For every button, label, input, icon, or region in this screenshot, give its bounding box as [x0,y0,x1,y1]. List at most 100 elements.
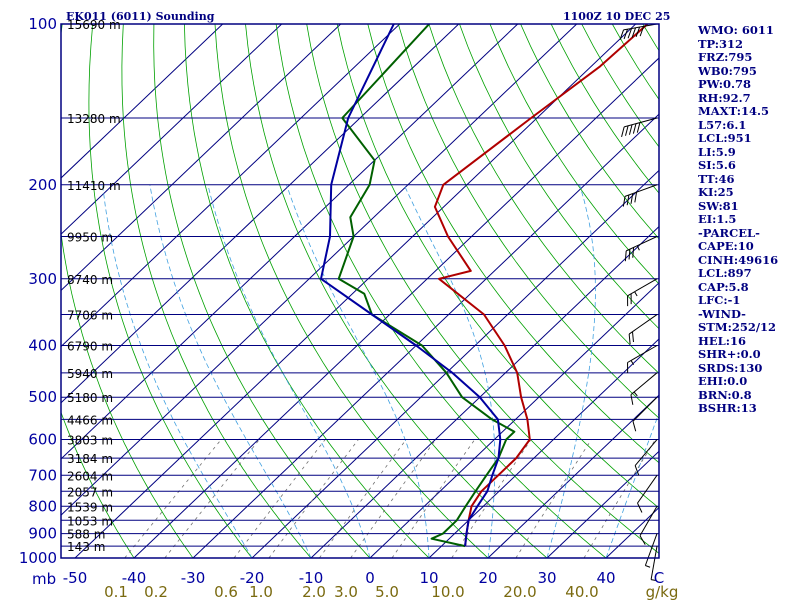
temperature-tick-label: 20 [478,569,497,587]
pressure-tick-label: 600 [28,431,57,449]
pressure-unit-label: mb [32,570,56,588]
moist-adiabat-line [403,184,496,558]
mixing-ratio-line [391,439,476,558]
index-row: STM:252/12 [698,320,777,334]
height-label: 5940 m [67,367,113,381]
index-row: LCL:951 [698,131,752,145]
moist-adiabat-line [149,184,312,558]
wind-barb [622,184,658,207]
index-row: LFC:-1 [698,293,741,307]
index-row: LI:5.9 [698,144,736,159]
mixing-ratio-tick-label: 5.0 [375,583,399,600]
index-row: WMO: 6011 [698,23,774,37]
mixing-ratio-tick-label: 0.1 [104,583,128,600]
height-label: 1539 m [67,500,113,514]
mixing-ratio-line [124,439,222,558]
pressure-tick-label: 700 [28,466,57,484]
pressure-tick-label: 800 [28,497,57,515]
index-row: SI:5.6 [698,158,736,172]
pressure-tick-label: 200 [28,176,57,194]
temperature-tick-label: -40 [122,569,147,587]
wind-barb [634,439,658,476]
isotherm-line [61,24,401,348]
index-row: WB0:795 [698,63,757,78]
temperature-tick-label: 30 [537,569,556,587]
isotherm-line [61,24,519,460]
index-row: CINH:49616 [698,252,779,267]
mixing-ratio-tick-label: 2.0 [302,583,326,600]
temperature-tick-label: -10 [299,569,324,587]
index-row: KI:25 [698,185,734,199]
moist-adiabat-line [207,184,371,558]
chart-title-right: 1100Z 10 DEC 25 [563,10,670,23]
mixing-ratio-tick-label: 1.0 [249,583,273,600]
height-label: 8740 m [67,273,113,287]
temperature-tick-label: 10 [419,569,438,587]
pressure-tick-label: 400 [28,337,57,355]
pressure-tick-label: 300 [28,270,57,288]
wind-barb [639,506,658,545]
wind-barb [644,533,658,568]
index-row: BSHR:13 [698,401,757,415]
temperature-trace [433,24,649,547]
height-label: 15690 m [67,18,121,32]
mixing-ratio-unit-label: g/kg [646,583,679,600]
isotherm-line [133,57,659,558]
wind-barb [637,474,658,513]
index-row: PW:0.78 [698,77,752,91]
index-row: -WIND- [698,306,746,321]
isotherm-line [310,225,659,558]
height-label: 13280 m [67,112,121,126]
height-label: 9950 m [67,230,113,244]
temperature-tick-label: 0 [365,569,375,587]
index-row: TP:312 [698,36,744,51]
isotherm-line [192,113,659,558]
mixing-ratio-tick-label: 0.2 [144,583,168,600]
height-label: 6790 m [67,340,113,354]
index-row: TT:46 [698,171,735,186]
temperature-unit-label: C [654,569,664,587]
mixing-ratio-tick-label: 40.0 [565,583,598,600]
dry-adiabat-line [121,24,312,558]
wind-barb [621,117,658,137]
index-row: EI:1.5 [698,212,737,226]
temperature-tick-label: -20 [240,569,265,587]
temperature-tick-label: -50 [63,569,88,587]
wind-barb [630,372,658,405]
moist-adiabat-line [102,184,253,558]
isotherm-line [251,169,659,558]
mixing-ratio-tick-label: 3.0 [334,583,358,600]
dewpoint-trace [337,24,516,548]
index-row: MAXT:14.5 [698,104,769,118]
index-row: CAP:5.8 [698,279,749,294]
plot-frame [60,23,660,559]
index-row: L57:6.1 [698,117,747,132]
mixing-ratio-line [233,439,326,558]
isotherm-line [369,282,659,558]
wind-barb [628,314,658,345]
index-row: LCL:897 [698,266,752,280]
stability-indices-panel: WMO: 6011 TP:312 FRZ:795 WB0:795 PW:0.78 RH:9… [698,23,798,416]
moist-adiabat-line [546,184,596,558]
isotherm-line [61,24,283,235]
index-row: SW:81 [698,198,739,213]
height-label: 2604 m [67,469,113,483]
height-label: 7706 m [67,309,113,323]
mixing-ratio-line [451,439,532,558]
pressure-tick-label: 900 [28,525,57,543]
isotherm-line [74,24,637,558]
chart-title-left: EK011 (6011) Sounding [66,10,215,23]
wind-barb [627,278,658,307]
moist-adiabat-line [605,411,659,558]
mixing-ratio-line [515,439,592,558]
parcel-trace [320,24,502,547]
index-row: FRZ:795 [698,50,753,64]
mixing-ratio-tick-label: 10.0 [431,583,464,600]
dry-adiabat-line [245,24,548,558]
isotherm-line [428,338,659,558]
pressure-tick-label: 1000 [19,549,57,567]
mixing-ratio-tick-label: 20.0 [503,583,536,600]
isotherm-line [546,450,659,558]
wind-barb [632,396,658,432]
